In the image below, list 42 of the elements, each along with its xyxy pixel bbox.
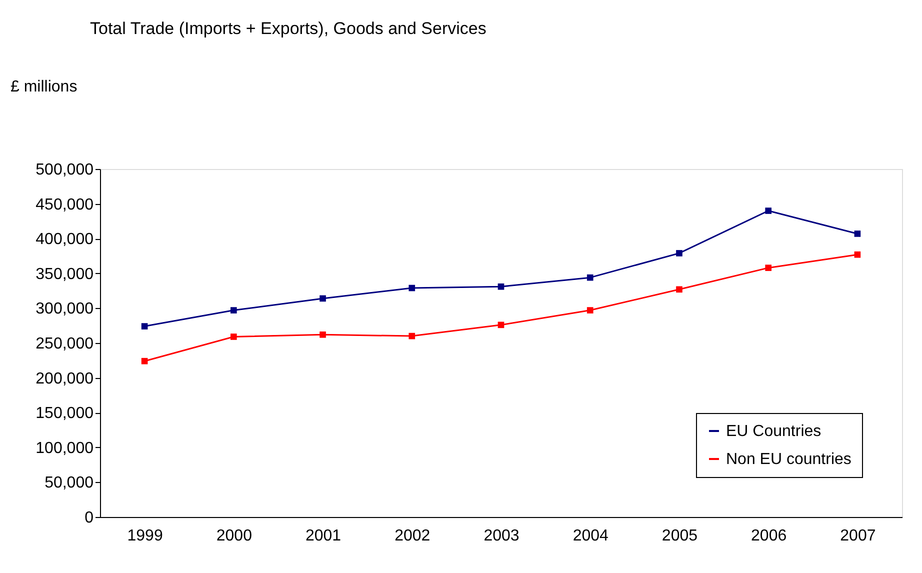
x-tick-label: 2001 <box>305 528 342 544</box>
point <box>498 322 504 328</box>
x-tick-label: 2005 <box>662 528 698 544</box>
x-tick-label: 2004 <box>572 528 609 544</box>
y-tick-label: 450,000 <box>36 196 94 214</box>
point <box>141 323 148 330</box>
point <box>408 284 416 292</box>
x-tick-label: 2007 <box>840 528 876 544</box>
y-tick-label: 250,000 <box>36 336 94 352</box>
point <box>141 358 148 364</box>
y-tick-label: 50,000 <box>44 474 94 492</box>
point <box>676 286 682 293</box>
x-tick-label: 2000 <box>216 528 252 544</box>
y-tick-label: 300,000 <box>36 300 94 318</box>
y-tick-label: 0 <box>84 510 94 526</box>
point <box>765 264 772 271</box>
point <box>854 230 861 237</box>
y-tick-label: 350,000 <box>36 266 94 283</box>
x-tick-label: 2003 <box>484 528 520 544</box>
y-tick-label: 500,000 <box>36 162 94 178</box>
chart-title: Total Trade (Imports + Exports), Goods and Services <box>90 19 486 38</box>
y-tick-label: 150,000 <box>36 405 94 422</box>
point <box>320 295 326 302</box>
y-tick-label: 200,000 <box>36 370 94 388</box>
point <box>586 274 594 281</box>
point <box>498 283 504 290</box>
legend-label: EU Countries <box>726 423 822 440</box>
point <box>408 332 416 340</box>
point <box>320 331 326 338</box>
point <box>676 250 682 256</box>
point <box>854 251 861 258</box>
legend-label: Non EU countries <box>726 451 852 468</box>
point <box>230 334 237 340</box>
x-tick-label: 2006 <box>751 528 787 544</box>
y-tick-label: 100,000 <box>36 440 94 457</box>
point <box>230 307 237 314</box>
x-tick-label: 2002 <box>394 528 430 544</box>
x-tick-label: 1999 <box>127 528 163 544</box>
point <box>586 307 594 314</box>
y-axis-title: £ millions <box>10 78 78 96</box>
y-tick-label: 400,000 <box>36 231 94 248</box>
point <box>765 208 772 214</box>
